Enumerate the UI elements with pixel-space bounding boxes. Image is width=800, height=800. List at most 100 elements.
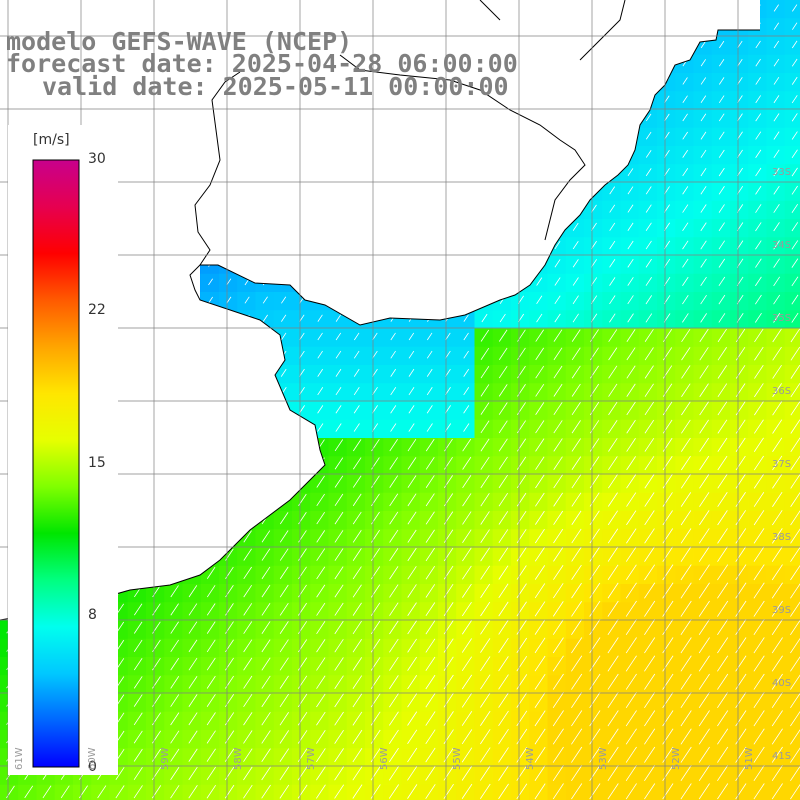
wind-arrow xyxy=(717,692,729,709)
wind-arrow xyxy=(480,402,490,415)
wind-arrow xyxy=(206,621,216,634)
wind-speed-cell xyxy=(492,346,512,366)
wind-speed-cell xyxy=(766,766,786,786)
wind-arrow xyxy=(717,437,728,452)
wind-speed-cell xyxy=(511,584,530,603)
wind-arrow xyxy=(426,405,433,414)
wind-arrow xyxy=(334,657,344,671)
wind-arrow xyxy=(407,638,417,653)
wind-arrow xyxy=(553,383,563,397)
wind-arrow xyxy=(717,728,729,745)
wind-arrow xyxy=(461,783,473,799)
wind-arrow xyxy=(625,728,637,745)
wind-speed-cell xyxy=(693,255,713,275)
wind-arrow xyxy=(773,149,780,159)
wind-speed-cell xyxy=(638,748,658,768)
wind-arrow xyxy=(389,620,399,635)
wind-speed-cell xyxy=(164,602,184,622)
wind-arrow xyxy=(353,332,360,341)
wind-speed-cell xyxy=(565,711,585,731)
wind-speed-cell xyxy=(620,328,640,348)
wind-speed-cell xyxy=(456,565,476,585)
wind-arrow xyxy=(662,692,674,709)
wind-speed-cell xyxy=(766,255,786,275)
wind-speed-cell xyxy=(383,675,403,695)
wind-speed-cell xyxy=(620,346,640,366)
wind-arrow xyxy=(261,784,271,799)
wind-speed-cell xyxy=(182,711,202,731)
wind-speed-cell xyxy=(657,766,676,786)
wind-speed-cell xyxy=(328,584,348,603)
wind-speed-cell xyxy=(784,657,800,676)
wind-arrow xyxy=(552,619,564,635)
wind-speed-cell xyxy=(784,693,800,713)
wind-arrow xyxy=(480,474,490,489)
wind-speed-cell xyxy=(310,693,330,713)
wind-speed-cell xyxy=(310,401,330,421)
wind-arrow xyxy=(516,529,527,544)
wind-speed-cell xyxy=(492,730,512,749)
wind-speed-cell xyxy=(529,474,549,494)
wind-speed-cell xyxy=(273,584,293,603)
wind-arrow xyxy=(682,258,689,268)
wind-speed-cell xyxy=(511,547,530,567)
wind-arrow xyxy=(790,528,800,544)
wind-arrow xyxy=(644,528,655,544)
wind-arrow xyxy=(480,529,490,544)
wind-arrow xyxy=(463,405,470,414)
wind-speed-cell xyxy=(766,109,786,129)
wind-arrow xyxy=(735,600,747,617)
wind-arrow xyxy=(773,95,780,104)
wind-arrow xyxy=(735,546,747,562)
wind-speed-cell xyxy=(529,602,549,622)
wind-speed-cell xyxy=(346,383,366,403)
wind-speed-cell xyxy=(784,310,800,330)
wind-speed-cell xyxy=(419,474,439,494)
wind-arrow xyxy=(625,746,637,763)
wind-speed-cell xyxy=(730,511,749,530)
wind-speed-cell xyxy=(748,109,768,129)
wind-speed-cell xyxy=(547,529,567,549)
wind-arrow xyxy=(735,655,747,672)
wind-arrow xyxy=(571,728,583,745)
wind-arrow xyxy=(534,783,546,800)
wind-arrow xyxy=(553,583,564,599)
wind-speed-cell xyxy=(401,693,421,713)
wind-speed-cell xyxy=(365,602,384,622)
wind-arrow xyxy=(772,437,783,453)
wind-speed-cell xyxy=(730,109,749,129)
wind-speed-cell xyxy=(273,638,293,658)
wind-arrow xyxy=(662,564,674,581)
wind-arrow xyxy=(754,383,764,398)
wind-arrow xyxy=(627,204,634,213)
wind-arrow xyxy=(335,423,342,432)
wind-arrow xyxy=(755,222,762,232)
wind-speed-cell xyxy=(127,766,147,786)
wind-speed-cell xyxy=(200,657,220,676)
wind-arrow xyxy=(407,693,418,708)
wind-speed-cell xyxy=(748,492,768,512)
colorbar xyxy=(8,125,118,775)
wind-speed-cell xyxy=(492,711,512,731)
wind-arrow xyxy=(718,167,725,177)
wind-speed-cell xyxy=(602,657,622,676)
wind-speed-cell xyxy=(638,456,658,476)
wind-speed-cell xyxy=(620,365,640,384)
wind-arrow xyxy=(589,637,601,654)
wind-arrow xyxy=(571,582,582,599)
wind-speed-cell xyxy=(711,675,731,695)
wind-arrow xyxy=(644,329,654,342)
wind-speed-cell xyxy=(182,748,202,768)
wind-arrow xyxy=(626,365,636,379)
wind-speed-cell xyxy=(547,255,567,275)
wind-speed-cell xyxy=(383,547,403,567)
wind-speed-cell xyxy=(36,784,56,800)
wind-speed-cell xyxy=(748,620,768,640)
wind-speed-cell xyxy=(182,693,202,713)
wind-speed-cell xyxy=(693,547,713,567)
wind-speed-cell xyxy=(730,492,749,512)
wind-arrow xyxy=(462,565,472,580)
wind-arrow xyxy=(408,387,415,396)
wind-arrow xyxy=(206,730,216,744)
wind-speed-cell xyxy=(748,638,768,658)
